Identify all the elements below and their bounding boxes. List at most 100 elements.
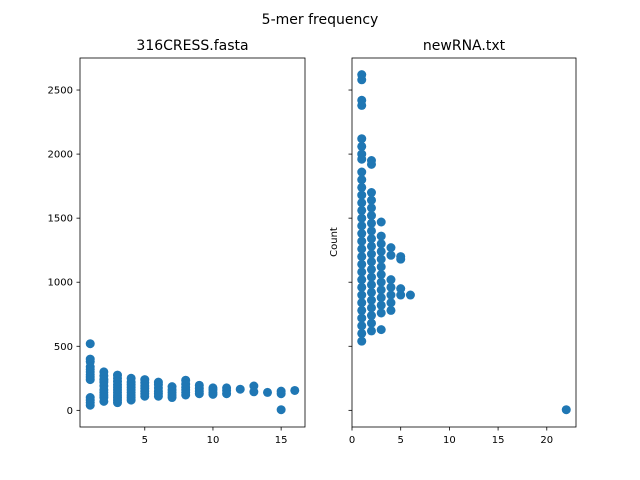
right-scatter-axes: newRNA.txt Count 0 5 10 15 20	[329, 38, 577, 446]
left-data-point	[181, 390, 191, 400]
left-data-point	[140, 391, 150, 401]
right-data-point	[376, 239, 386, 249]
left-data-point	[208, 389, 218, 399]
left-data-point	[85, 339, 95, 349]
right-data-point	[376, 270, 386, 280]
right-data-point	[376, 254, 386, 264]
right-data-point	[386, 290, 396, 300]
right-data-point	[366, 195, 376, 205]
right-data-point	[376, 246, 386, 256]
left-data-point	[276, 389, 286, 399]
right-data-point	[357, 190, 367, 200]
right-data-point	[366, 264, 376, 274]
right-data-point	[357, 100, 367, 110]
right-data-point	[396, 290, 406, 300]
right-data-point	[357, 313, 367, 323]
right-data-point	[357, 275, 367, 285]
left-data-point	[222, 389, 232, 399]
left-scatter-axes: 316CRESS.fasta 5 10 15 0 500 1000 1500 2000 2500	[48, 38, 306, 446]
left-y-tick-label: 2000	[48, 150, 73, 161]
left-data-point	[249, 387, 259, 397]
right-data-point	[366, 218, 376, 228]
left-data-point	[263, 387, 272, 397]
right-axes-title: newRNA.txt	[423, 38, 506, 54]
right-data-point	[357, 141, 367, 151]
right-x-tick-label: 5	[398, 435, 404, 446]
right-data-point	[357, 321, 367, 331]
right-data-point	[357, 282, 367, 292]
figure-suptitle: 5-mer frequency	[262, 12, 379, 28]
right-x-tick-label: 10	[443, 435, 456, 446]
right-y-axis-label: Count	[329, 227, 340, 257]
right-data-point	[376, 293, 386, 303]
right-data-point	[366, 188, 376, 198]
left-x-tick-label: 5	[142, 435, 148, 446]
right-axes-frame	[351, 57, 577, 428]
right-data-point	[357, 75, 367, 85]
left-y-tick-label: 500	[54, 342, 73, 353]
left-data-point	[85, 375, 95, 385]
left-data-point	[126, 395, 136, 405]
left-data-point	[290, 385, 300, 395]
right-data-point	[366, 326, 376, 336]
right-data-point	[357, 290, 367, 300]
right-data-point	[366, 203, 376, 213]
left-y-tick-label: 1500	[48, 214, 73, 225]
left-data-point	[85, 400, 95, 410]
right-data-point	[386, 305, 396, 315]
left-data-point	[153, 391, 163, 401]
right-data-point	[357, 167, 367, 177]
right-data-point	[357, 305, 367, 315]
right-data-point	[357, 252, 367, 262]
left-data-point	[113, 398, 122, 408]
right-data-point	[366, 234, 376, 244]
right-data-point	[366, 318, 376, 328]
right-data-point	[396, 284, 406, 294]
right-data-point	[376, 217, 386, 227]
left-y-tick-label: 1000	[48, 278, 73, 289]
right-data-point	[357, 205, 367, 215]
right-data-point	[366, 303, 376, 313]
right-data-point	[357, 336, 367, 346]
right-data-point	[357, 236, 367, 246]
right-data-point	[357, 298, 367, 308]
left-y-tick-label: 0	[67, 406, 73, 417]
right-data-point	[386, 298, 396, 308]
left-x-tick-label: 15	[275, 435, 288, 446]
right-data-point	[376, 231, 386, 241]
right-data-point	[376, 285, 386, 295]
right-data-point	[357, 267, 367, 277]
right-data-point	[366, 272, 376, 282]
right-data-point	[357, 182, 367, 192]
right-x-tick-label: 15	[492, 435, 505, 446]
right-data-point	[366, 287, 376, 297]
right-data-point	[357, 154, 367, 164]
left-axes-frame	[79, 57, 306, 428]
right-data-point	[366, 226, 376, 236]
right-data-point	[357, 213, 367, 223]
right-data-point	[366, 257, 376, 267]
right-data-point	[561, 405, 571, 415]
right-x-tick-label: 0	[349, 435, 355, 446]
left-data-point	[99, 396, 109, 406]
left-x-tick-label: 10	[207, 435, 220, 446]
right-data-point	[366, 159, 376, 169]
left-data-point	[276, 405, 286, 415]
left-y-tick-label: 2500	[48, 86, 73, 97]
right-data-point	[386, 275, 396, 285]
right-data-point	[376, 325, 386, 335]
left-data-point	[235, 384, 245, 394]
left-axes-title: 316CRESS.fasta	[136, 38, 248, 54]
right-data-point	[376, 308, 386, 318]
right-data-point	[366, 295, 376, 305]
right-data-point	[366, 249, 376, 259]
right-data-point	[366, 311, 376, 321]
right-data-point	[366, 241, 376, 251]
left-data-point	[194, 389, 204, 399]
right-data-point	[376, 262, 386, 272]
right-data-point	[386, 243, 396, 253]
right-data-point	[405, 290, 415, 300]
right-data-point	[357, 244, 367, 254]
right-data-point	[357, 221, 367, 231]
